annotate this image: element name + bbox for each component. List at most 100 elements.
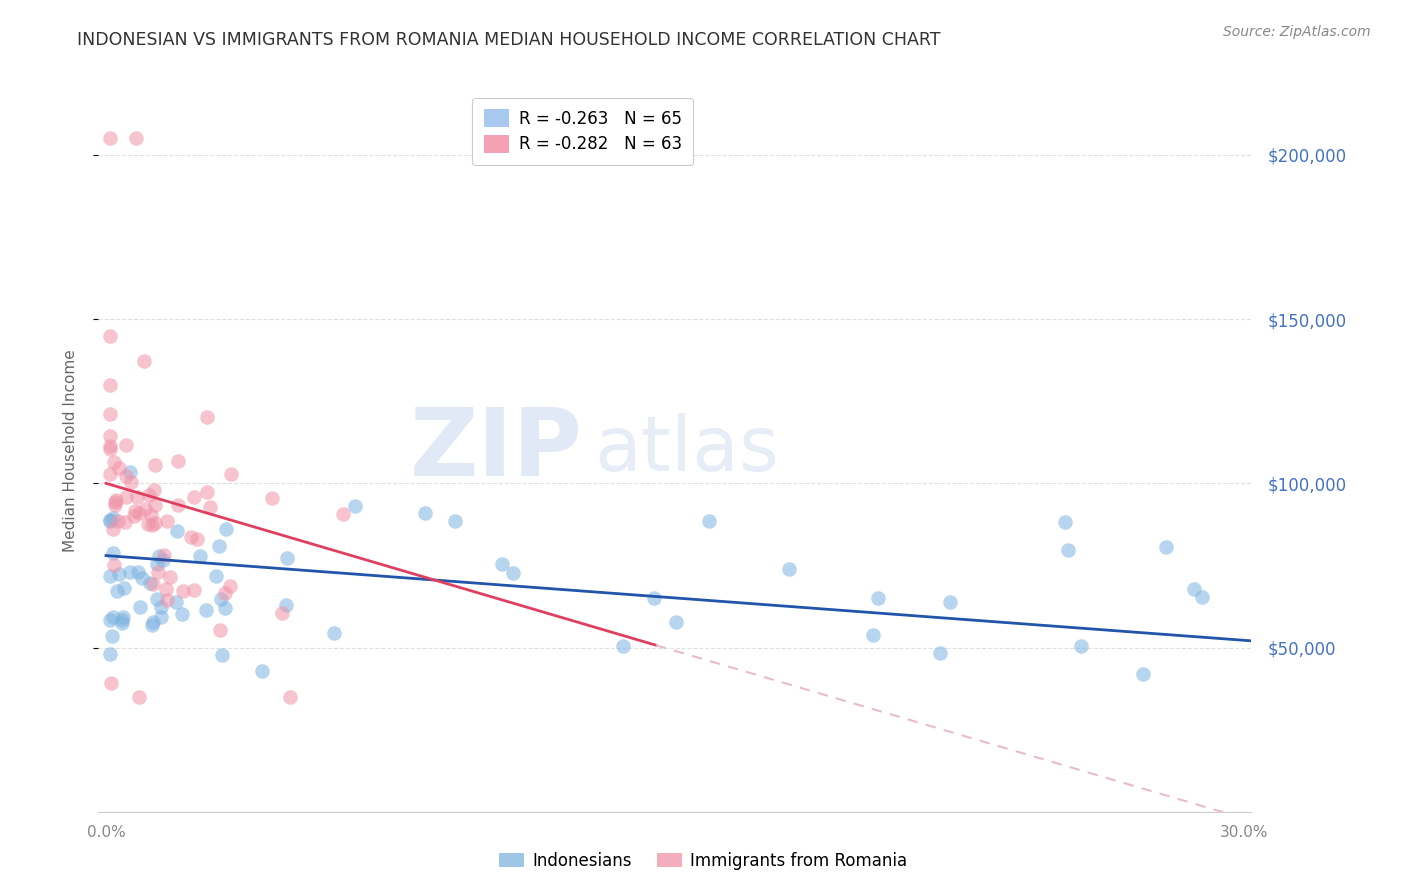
Point (1056, 543, 1078, 558)
Point (114, 438, 136, 452)
Point (98, 407, 121, 421)
Text: Source: ZipAtlas.com: Source: ZipAtlas.com (1223, 25, 1371, 39)
Point (276, 551, 298, 566)
Point (138, 488, 160, 502)
Point (107, 567, 129, 582)
Point (122, 509, 145, 524)
Point (131, 570, 153, 584)
Point (198, 500, 221, 514)
Point (165, 594, 187, 608)
Point (100, 676, 122, 690)
Point (118, 565, 141, 579)
Point (111, 616, 134, 631)
Point (443, 514, 465, 528)
Point (139, 575, 162, 590)
Point (141, 618, 163, 632)
Point (98, 131, 121, 145)
Point (186, 532, 208, 546)
Point (120, 466, 142, 480)
Point (142, 577, 165, 591)
Point (156, 592, 179, 607)
Point (219, 579, 242, 593)
Text: INDONESIAN VS IMMIGRANTS FROM ROMANIA MEDIAN HOUSEHOLD INCOME CORRELATION CHART: INDONESIAN VS IMMIGRANTS FROM ROMANIA ME… (77, 31, 941, 49)
Legend: R = -0.263   N = 65, R = -0.282   N = 63: R = -0.263 N = 65, R = -0.282 N = 63 (472, 97, 693, 165)
Point (167, 498, 190, 512)
Point (195, 409, 218, 424)
Point (111, 613, 134, 627)
Point (172, 584, 194, 599)
Point (697, 514, 720, 528)
Point (107, 514, 129, 528)
Point (141, 517, 163, 532)
Point (143, 498, 166, 512)
Point (139, 508, 162, 522)
Point (105, 584, 128, 599)
Point (98, 569, 121, 583)
Point (323, 626, 346, 640)
Point (104, 498, 127, 512)
Point (101, 522, 124, 536)
Point (98, 438, 121, 452)
Point (209, 591, 232, 606)
Point (214, 601, 236, 615)
Point (112, 581, 135, 595)
Point (134, 502, 156, 516)
Point (98, 647, 121, 661)
Point (98, 613, 121, 627)
Point (143, 516, 166, 530)
Point (862, 627, 884, 641)
Point (112, 609, 135, 624)
Point (928, 646, 950, 660)
Point (1132, 666, 1154, 681)
Point (155, 582, 177, 597)
Point (188, 549, 211, 564)
Point (215, 522, 238, 536)
Point (98, 377, 121, 392)
Y-axis label: Median Household Income: Median Household Income (63, 349, 77, 552)
Point (101, 546, 124, 560)
Point (145, 458, 167, 473)
Point (939, 595, 962, 609)
Point (260, 491, 283, 506)
Text: atlas: atlas (595, 414, 779, 487)
Point (141, 615, 163, 629)
Point (107, 461, 129, 475)
Point (120, 475, 142, 490)
Point (152, 553, 174, 567)
Point (101, 609, 124, 624)
Point (219, 467, 242, 481)
Point (115, 469, 138, 483)
Point (167, 454, 190, 468)
Point (125, 490, 148, 504)
Point (778, 562, 800, 576)
Point (103, 455, 125, 469)
Point (104, 495, 127, 509)
Point (278, 690, 301, 704)
Point (332, 507, 354, 521)
Point (159, 570, 181, 584)
Point (150, 599, 173, 614)
Point (502, 566, 524, 580)
Point (868, 591, 890, 606)
Point (129, 599, 152, 614)
Point (132, 354, 155, 368)
Point (612, 639, 634, 653)
Point (124, 504, 146, 518)
Point (125, 131, 148, 145)
Point (183, 491, 205, 505)
Point (643, 591, 665, 605)
Point (1182, 582, 1205, 596)
Point (156, 514, 179, 528)
Point (115, 490, 138, 504)
Point (101, 510, 124, 524)
Point (1054, 515, 1077, 529)
Point (103, 558, 125, 573)
Point (166, 524, 188, 538)
Point (1154, 540, 1177, 554)
Point (276, 598, 298, 612)
Legend: Indonesians, Immigrants from Romania: Indonesians, Immigrants from Romania (492, 846, 914, 877)
Point (205, 569, 228, 583)
Point (128, 690, 150, 704)
Point (128, 506, 150, 520)
Point (149, 609, 172, 624)
